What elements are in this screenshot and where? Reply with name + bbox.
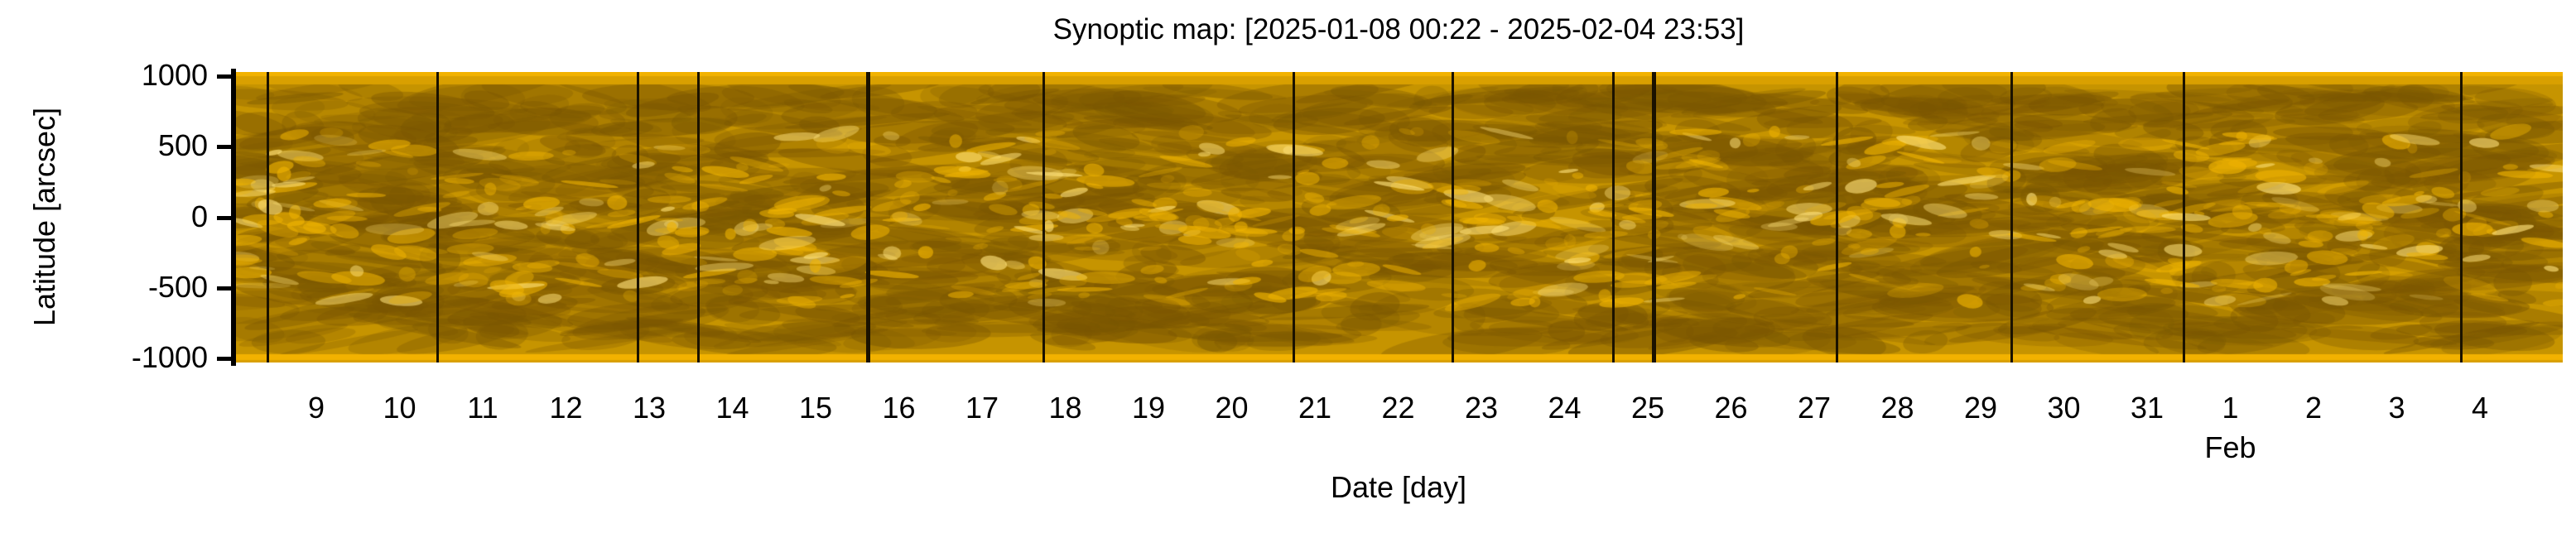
x-tick-label: 1 [2222, 391, 2239, 425]
data-gap-line [1042, 72, 1045, 363]
x-axis-label: Date [day] [1330, 470, 1467, 504]
y-axis-spine [231, 69, 236, 366]
data-gap-line [865, 72, 870, 363]
y-tick [217, 286, 234, 291]
data-gap-line [2010, 72, 2013, 363]
x-tick-label: 23 [1464, 391, 1498, 425]
data-gap-line [2182, 72, 2185, 363]
data-gap-line [2460, 72, 2463, 363]
x-tick-label: 20 [1215, 391, 1249, 425]
y-tick-label: 500 [157, 128, 208, 163]
plot-area [234, 72, 2563, 363]
y-tick-label: 0 [190, 199, 208, 233]
data-gap-line [637, 72, 640, 363]
data-gap-line [436, 72, 440, 363]
x-tick-label: 22 [1381, 391, 1415, 425]
data-gap-line [1651, 72, 1656, 363]
x-tick-label: 18 [1048, 391, 1082, 425]
x-tick-label: 31 [2130, 391, 2164, 425]
x-tick-label: 27 [1797, 391, 1831, 425]
y-tick [217, 74, 234, 79]
x-tick-label: 24 [1548, 391, 1582, 425]
y-tick [217, 215, 234, 220]
data-gap-line [1835, 72, 1838, 363]
x-tick-label: 19 [1131, 391, 1165, 425]
x-tick-label: 9 [307, 391, 325, 425]
y-tick [217, 145, 234, 150]
data-gap-line [696, 72, 700, 363]
y-tick [217, 356, 234, 361]
x-tick-label: 11 [467, 391, 498, 425]
x-tick-label: 13 [632, 391, 666, 425]
x-tick-label: 4 [2471, 391, 2489, 425]
x-tick-label: 26 [1714, 391, 1748, 425]
x-tick-label: 15 [798, 391, 832, 425]
x-tick-label: 25 [1630, 391, 1664, 425]
x-tick-label: 17 [965, 391, 999, 425]
x-tick-label: 28 [1880, 391, 1914, 425]
y-tick-label: -500 [147, 269, 208, 304]
data-gap-line [1293, 72, 1296, 363]
x-month-label: Feb [2204, 430, 2256, 464]
x-tick-label: 30 [2047, 391, 2081, 425]
x-tick-label: 3 [2388, 391, 2405, 425]
x-tick-label: 29 [1963, 391, 1998, 425]
x-tick-label: 2 [2304, 391, 2323, 425]
data-gap-line [1452, 72, 1455, 363]
x-tick-label: 10 [383, 391, 416, 425]
x-tick-label: 16 [882, 391, 916, 425]
x-tick-label: 12 [549, 391, 583, 425]
x-tick-label: 14 [715, 391, 749, 425]
synoptic-heatmap [234, 72, 2563, 363]
y-axis-label: Latitude [arcsec] [27, 107, 61, 327]
x-tick-label: 21 [1298, 391, 1331, 425]
data-gap-line [1612, 72, 1615, 363]
chart-title: Synoptic map: [2025-01-08 00:22 - 2025-0… [1052, 13, 1745, 46]
data-gap-line [267, 72, 270, 363]
y-tick-label: 1000 [141, 58, 208, 93]
y-tick-label: -1000 [131, 339, 208, 374]
